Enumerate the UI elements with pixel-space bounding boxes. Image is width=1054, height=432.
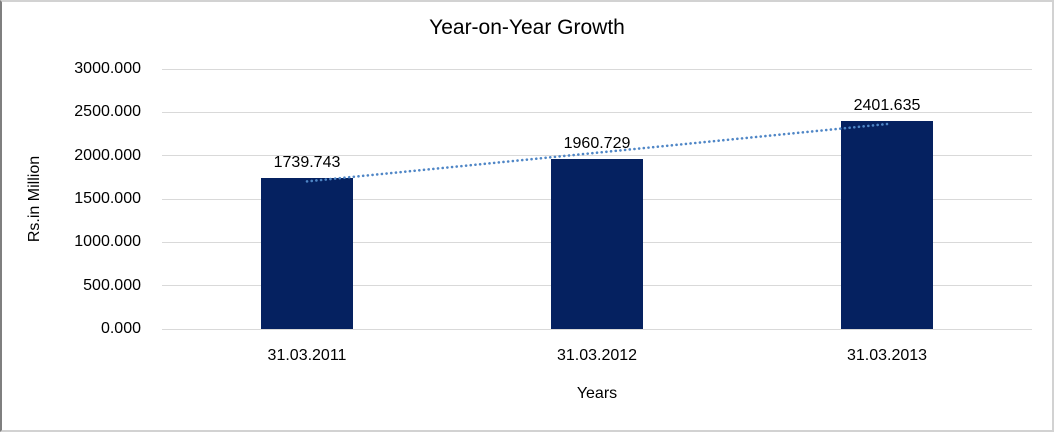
gridline — [162, 155, 1032, 157]
y-tick-label: 1000.000 — [74, 233, 141, 251]
trendline-chart-layer — [305, 122, 889, 183]
plot-area — [162, 68, 1032, 330]
bar — [551, 159, 643, 329]
data-label: 1739.743 — [273, 154, 341, 172]
data-label: 1960.729 — [563, 135, 631, 153]
gridline — [162, 68, 1032, 70]
y-tick-label: 2500.000 — [74, 103, 141, 121]
y-tick-label: 1500.000 — [74, 190, 141, 207]
bar — [841, 120, 933, 329]
bar — [261, 178, 353, 329]
y-tick-label: 0.000 — [100, 320, 141, 337]
gridline — [162, 111, 1032, 113]
y-tick-label: 500.000 — [83, 276, 141, 294]
x-axis-title: Years — [576, 385, 618, 402]
gridline — [162, 328, 1032, 330]
x-category-label: 31.03.2012 — [556, 347, 638, 364]
y-tick-label: 2000.000 — [74, 146, 141, 164]
chart-title: Year-on-Year Growth — [429, 16, 625, 39]
y-tick-label: 3000.000 — [74, 60, 141, 77]
trendline — [305, 122, 889, 183]
x-category-label: 31.03.2013 — [846, 347, 928, 364]
data-label: 2401.635 — [853, 96, 921, 114]
x-category-label: 31.03.2011 — [267, 347, 347, 364]
